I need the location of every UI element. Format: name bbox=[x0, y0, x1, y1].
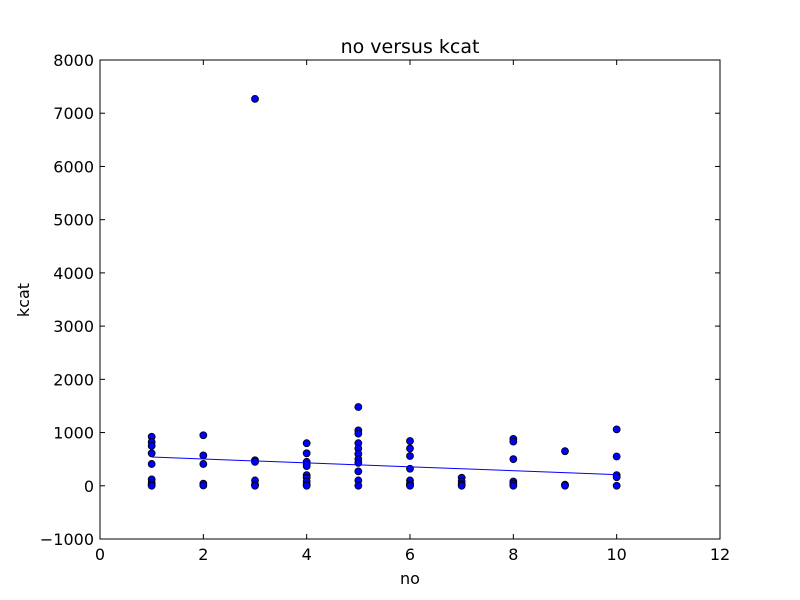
data-point bbox=[199, 460, 208, 468]
data-point bbox=[147, 441, 156, 450]
y-tick-label: 5000 bbox=[53, 211, 94, 230]
data-point bbox=[147, 481, 156, 490]
data-point bbox=[457, 481, 466, 490]
data-point bbox=[561, 447, 569, 456]
y-axis-label: kcat bbox=[14, 283, 33, 317]
data-point bbox=[406, 452, 414, 460]
data-point bbox=[509, 437, 518, 446]
data-point bbox=[406, 437, 414, 445]
data-point bbox=[612, 481, 621, 490]
chart-title: no versus kcat bbox=[341, 36, 480, 58]
x-axis-label: no bbox=[400, 569, 420, 588]
data-point bbox=[354, 467, 363, 476]
x-tick-label: 0 bbox=[95, 545, 105, 564]
data-point bbox=[302, 449, 311, 458]
data-point bbox=[406, 481, 414, 490]
y-tick-label: −1000 bbox=[40, 530, 94, 549]
data-point bbox=[199, 431, 208, 440]
data-point bbox=[406, 444, 414, 453]
plot-area bbox=[147, 94, 621, 490]
data-point bbox=[147, 449, 156, 458]
data-point bbox=[251, 457, 259, 466]
data-point bbox=[302, 481, 311, 490]
data-point bbox=[251, 94, 259, 103]
x-tick-label: 10 bbox=[606, 545, 626, 564]
x-tick-label: 4 bbox=[302, 545, 312, 564]
data-point bbox=[302, 462, 311, 470]
data-point bbox=[612, 473, 621, 482]
y-tick-label: 6000 bbox=[53, 157, 94, 176]
x-tick-label: 12 bbox=[710, 545, 730, 564]
y-axis: −1000 0 1000 2000 3000 4000 5000 6000 7000 8000 bbox=[40, 51, 720, 549]
data-point bbox=[354, 481, 363, 490]
data-point bbox=[509, 455, 518, 464]
x-tick-label: 6 bbox=[405, 545, 415, 564]
trend-line bbox=[151, 456, 617, 476]
y-tick-label: 4000 bbox=[53, 264, 94, 283]
data-point bbox=[509, 481, 518, 490]
x-axis: 0 2 4 6 8 10 12 bbox=[95, 60, 730, 564]
data-point bbox=[147, 460, 156, 468]
y-tick-label: 7000 bbox=[53, 104, 94, 123]
data-point bbox=[612, 452, 621, 461]
data-point bbox=[251, 481, 259, 490]
y-tick-label: 3000 bbox=[53, 317, 94, 336]
data-point bbox=[199, 451, 208, 460]
x-tick-label: 2 bbox=[198, 545, 208, 564]
y-tick-label: 2000 bbox=[53, 370, 94, 389]
data-point bbox=[561, 481, 569, 490]
data-point bbox=[302, 439, 311, 448]
data-point bbox=[354, 429, 363, 438]
data-point bbox=[199, 481, 208, 490]
y-tick-label: 0 bbox=[84, 477, 94, 496]
x-tick-label: 8 bbox=[508, 545, 518, 564]
y-tick-label: 8000 bbox=[53, 51, 94, 70]
data-point bbox=[612, 425, 621, 434]
data-point bbox=[354, 403, 363, 411]
y-tick-label: 1000 bbox=[53, 424, 94, 443]
